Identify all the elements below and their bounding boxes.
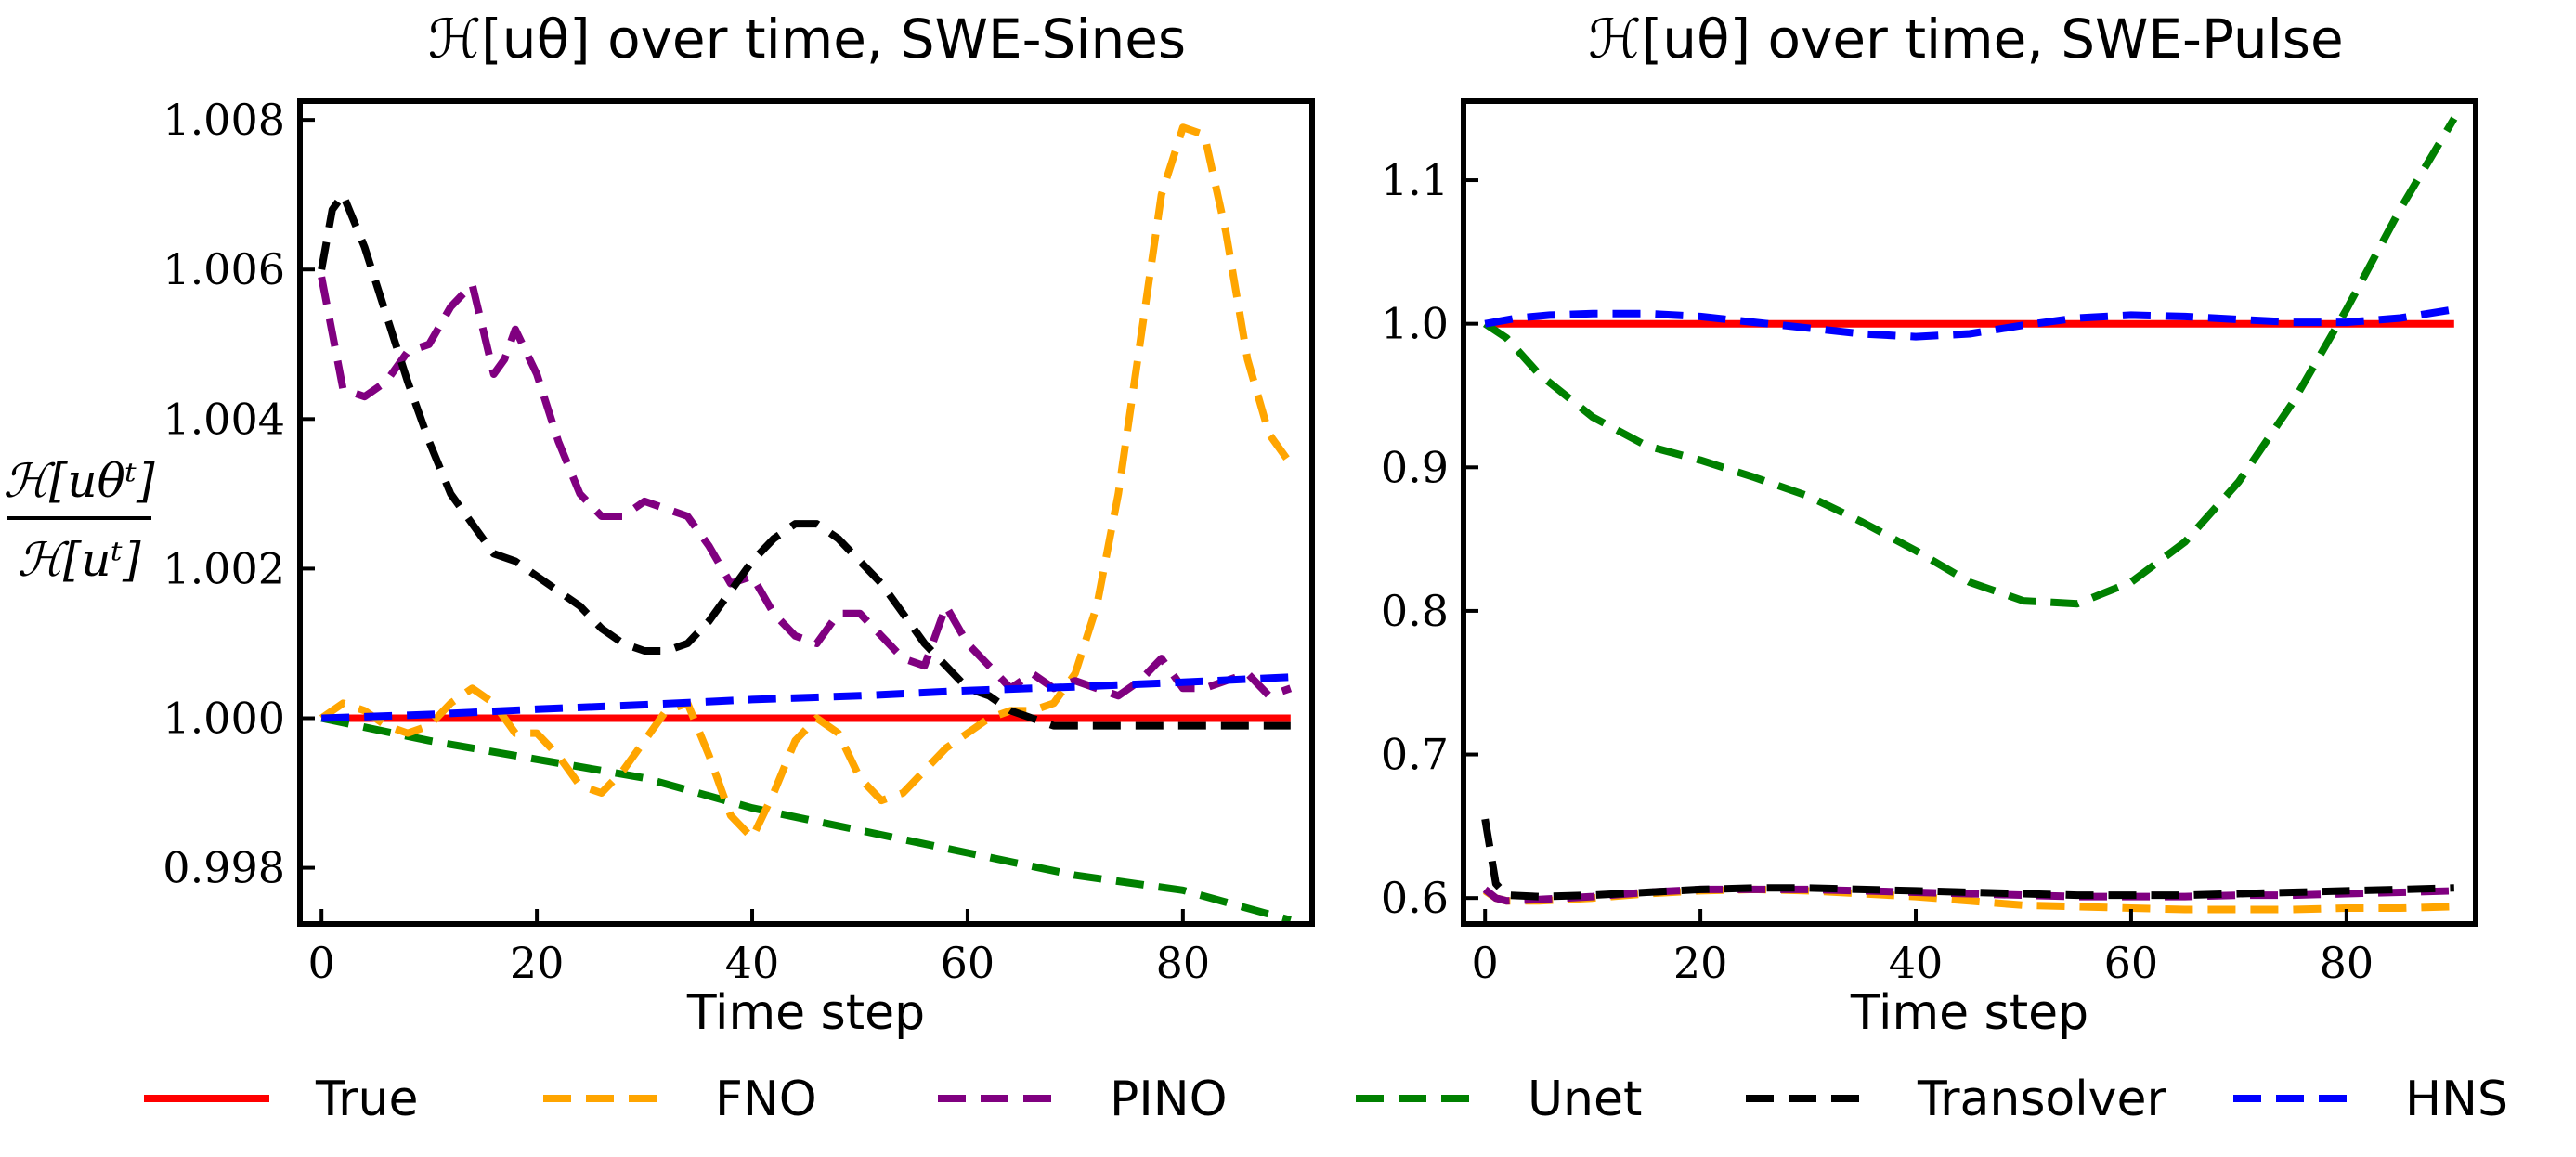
x-tick-label: 20 (510, 938, 565, 988)
chart-title: ℋ[uθ] over time, SWE-Pulse (1588, 7, 2343, 71)
x-tick-label: 0 (308, 938, 335, 988)
y-tick-label: 0.8 (1381, 586, 1449, 636)
legend-label-hns: HNS (2405, 1072, 2508, 1127)
y-axis-label: ℋ[uθᵗ] ℋ[uᵗ] (3, 454, 155, 587)
series-line-transolver (318, 190, 1291, 730)
plot-frame (297, 98, 1315, 927)
chart-swe-pulse: ℋ[uθ] over time, SWE-Pulse 0 20 40 60 800.60… (1381, 7, 2478, 1041)
x-tick-label: 40 (1889, 938, 1944, 988)
y-tick-label: 1.1 (1381, 155, 1449, 205)
x-tick-label: 40 (725, 938, 780, 988)
y-tick-label: 0.9 (1381, 442, 1449, 492)
y-tick-label: 1.0 (1381, 299, 1449, 349)
legend-label-unet: Unet (1528, 1072, 1642, 1127)
x-tick-label: 60 (2104, 938, 2159, 988)
x-tick-label: 0 (1472, 938, 1499, 988)
y-tick-label: 0.6 (1381, 873, 1449, 923)
y-axis-label-denominator: ℋ[uᵗ] (18, 533, 141, 587)
x-axis-label: Time step (1850, 985, 2088, 1041)
y-tick-label: 0.7 (1381, 730, 1449, 780)
series-line-unet (1482, 116, 2458, 608)
series-line-transolver (1481, 818, 2454, 901)
axis-ticks: 0 20 40 60 80 0.6 0.7 0.8 0.9 1.0 1.1 (1381, 155, 2374, 988)
legend-label-fno: FNO (715, 1072, 817, 1127)
chart-swe-sines: ℋ[uθ] over time, SWE-Sines 0 20 40 60 80 0.99… (163, 7, 1315, 1041)
x-tick-label: 80 (2320, 938, 2374, 988)
legend-label-transolver: Transolver (1917, 1072, 2166, 1127)
plot-frame (1461, 98, 2478, 927)
x-axis-label: Time step (686, 985, 925, 1041)
plot-area (318, 124, 1295, 924)
series-line-pino (318, 276, 1293, 700)
series-line-fno (319, 124, 1295, 842)
series-line-hns (321, 673, 1291, 722)
x-tick-label: 80 (1156, 938, 1211, 988)
legend-label-pino: PINO (1110, 1072, 1228, 1127)
x-tick-label: 60 (941, 938, 995, 988)
series-line-fno (1482, 885, 2454, 914)
chart-title: ℋ[uθ] over time, SWE-Sines (428, 7, 1186, 71)
x-tick-label: 20 (1673, 938, 1728, 988)
legend-label-true: True (315, 1072, 418, 1127)
series-line-unet (320, 714, 1292, 924)
y-axis-label-numerator: ℋ[uθᵗ] (3, 454, 155, 508)
legend: True FNO PINO Unet Transolver HNS (144, 1072, 2508, 1127)
axis-ticks: 0 20 40 60 80 0.998 1.000 1.002 1.004 1.006 1.008 (163, 95, 1210, 988)
y-tick-label: 1.008 (163, 95, 285, 145)
y-tick-label: 0.998 (163, 843, 285, 893)
y-tick-label: 1.002 (163, 543, 285, 593)
y-tick-label: 1.006 (163, 244, 285, 294)
plot-area (1481, 116, 2458, 914)
y-tick-label: 1.004 (163, 394, 285, 444)
y-tick-label: 1.000 (163, 694, 285, 744)
